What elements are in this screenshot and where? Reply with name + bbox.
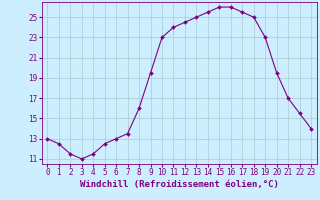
- X-axis label: Windchill (Refroidissement éolien,°C): Windchill (Refroidissement éolien,°C): [80, 180, 279, 189]
